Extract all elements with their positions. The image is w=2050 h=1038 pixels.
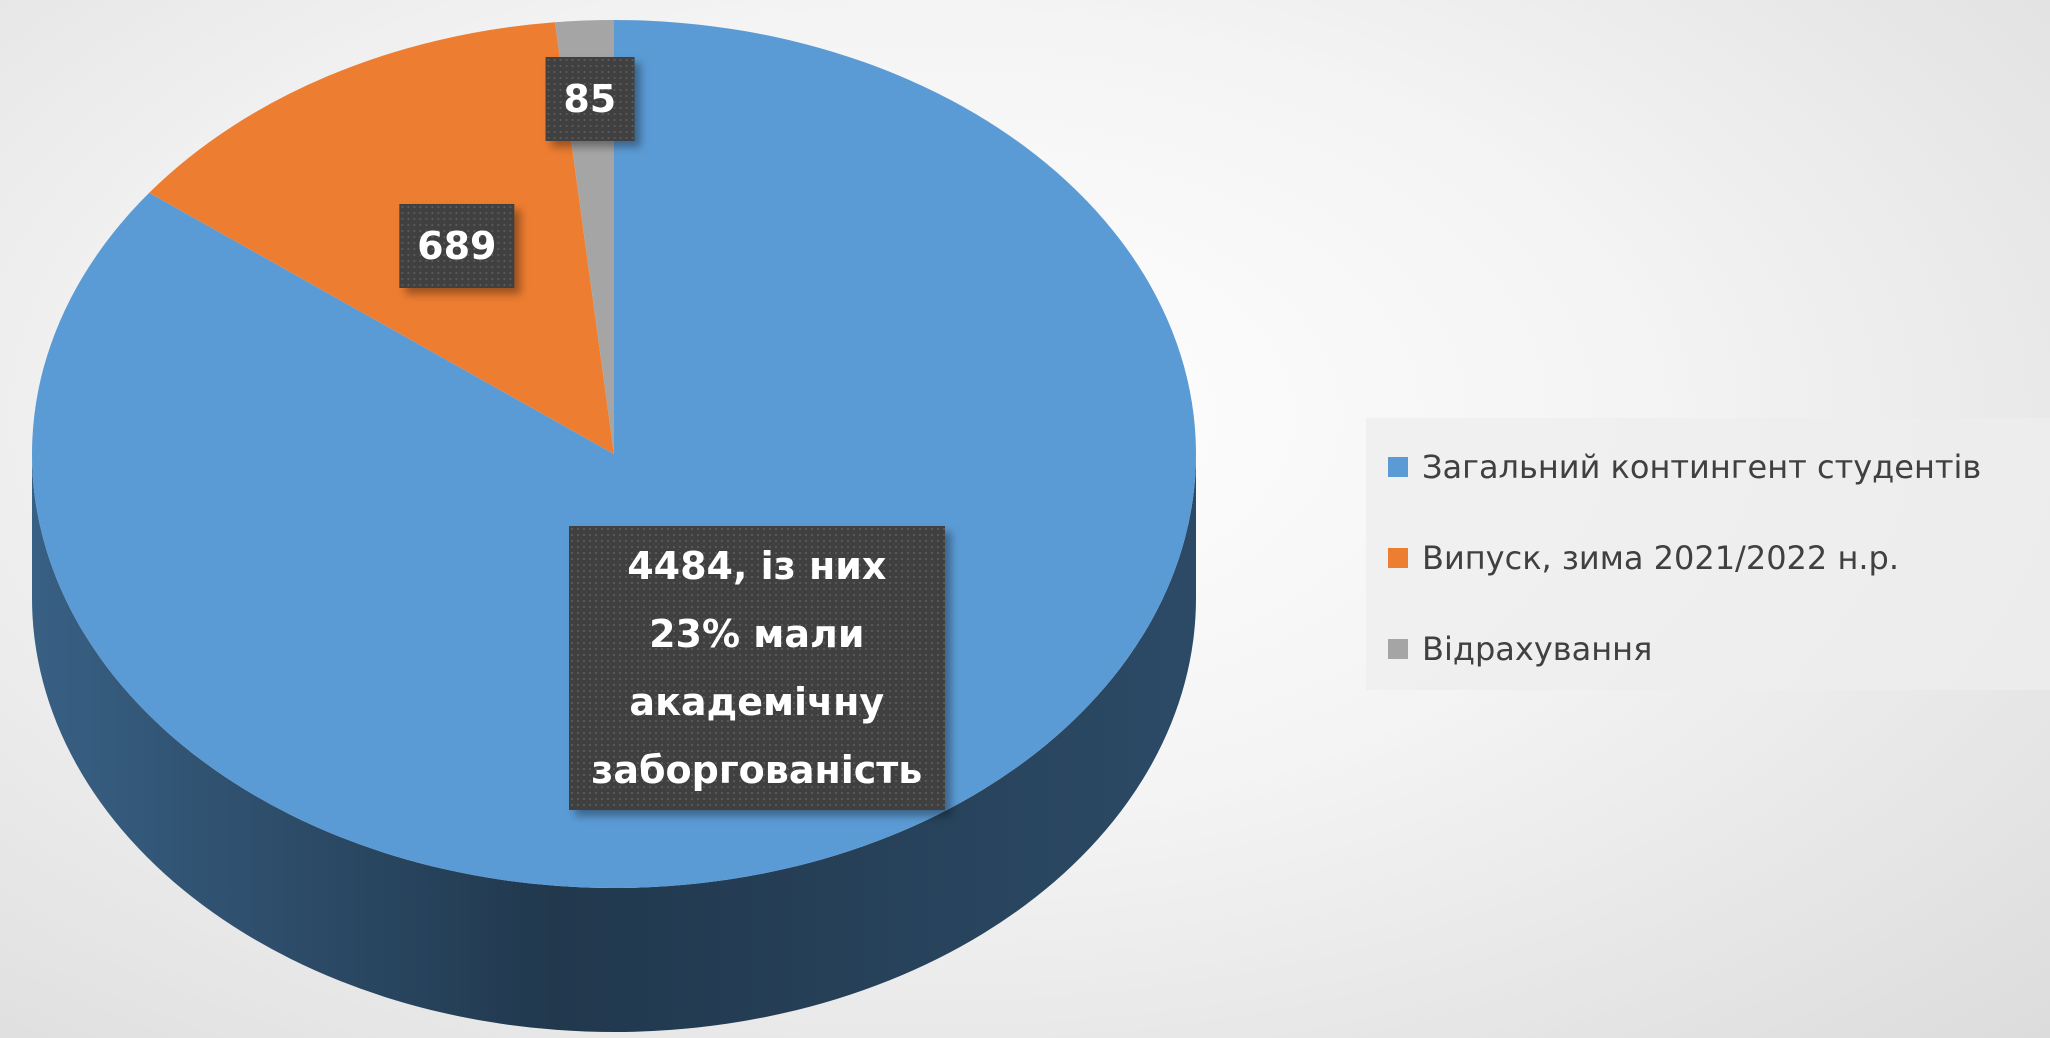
legend-item: Випуск, зима 2021/2022 н.р. — [1388, 539, 1899, 577]
legend-label: Випуск, зима 2021/2022 н.р. — [1422, 539, 1900, 577]
legend: Загальний контингент студентів Випуск, зи… — [1366, 418, 2050, 690]
legend-swatch — [1388, 639, 1408, 659]
legend-swatch — [1388, 457, 1408, 477]
data-label: 85 — [545, 56, 635, 141]
legend-item: Відрахування — [1388, 630, 1652, 668]
pie-slice — [149, 22, 614, 455]
legend-swatch — [1388, 548, 1408, 568]
legend-item: Загальний контингент студентів — [1388, 448, 1981, 486]
data-label: 4484, із них 23% мали академічну заборго… — [568, 525, 945, 810]
slice-side — [32, 454, 1196, 1032]
legend-label: Загальний контингент студентів — [1422, 448, 1982, 486]
data-label: 689 — [399, 204, 515, 289]
legend-label: Відрахування — [1422, 630, 1653, 668]
